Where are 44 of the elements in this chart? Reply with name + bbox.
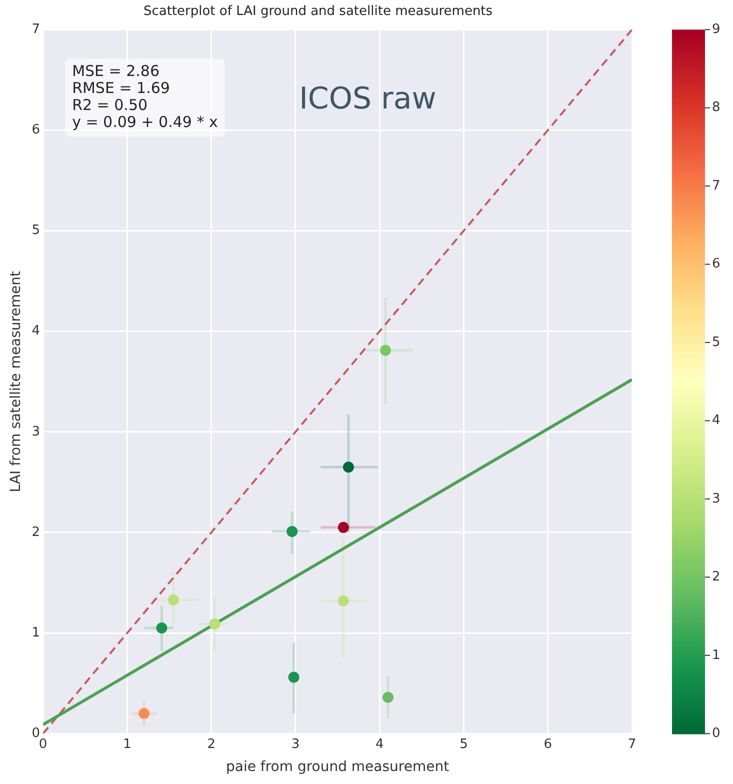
point	[156, 622, 168, 634]
color-bar-label: 5	[712, 334, 720, 350]
annotation: MSE = 2.86	[72, 62, 160, 80]
point	[338, 595, 349, 606]
y-axis-title: LAI from satellite measurement	[8, 270, 24, 492]
color-bar-label: 7	[712, 178, 720, 194]
color-bar-label: 1	[712, 648, 720, 663]
y-tick-label: 5	[32, 223, 40, 238]
point	[138, 708, 150, 719]
point	[380, 344, 391, 356]
annotation: y = 0.09 + 0.49 * x	[72, 112, 218, 131]
x-tick-label: 3	[291, 736, 300, 752]
color-bar-label: 2	[712, 570, 720, 585]
color-bar-label: 9	[712, 22, 720, 37]
y-tick-label: 4	[32, 324, 40, 339]
annotation: RMSE = 1.69	[72, 78, 170, 97]
chart-title: Scatterplot of LAI ground and satellite measurements	[143, 4, 493, 20]
y-tick-label: 6	[32, 122, 40, 138]
x-tick-label: 4	[375, 736, 384, 752]
y-tick-label: 7	[32, 22, 40, 37]
annotation: R2 = 0.50	[72, 96, 148, 114]
point	[168, 594, 179, 606]
y-tick-label: 1	[32, 625, 40, 640]
point	[338, 522, 349, 533]
point	[382, 692, 394, 703]
x-tick-label: 2	[207, 736, 216, 752]
point	[286, 526, 298, 537]
color-bar-label: 3	[712, 491, 720, 506]
x-axis-title: paie from ground measurement	[226, 759, 450, 776]
point	[342, 462, 354, 473]
x-tick-label: 6	[544, 736, 552, 752]
annotation: ICOS raw	[299, 81, 436, 116]
point	[209, 618, 220, 630]
y-tick-label: 2	[32, 524, 40, 540]
y-tick-label: 0	[32, 726, 40, 741]
x-tick-label: 7	[628, 736, 636, 752]
x-tick-label: 5	[460, 736, 468, 752]
color-bar-label: 4	[712, 413, 720, 428]
color-bar-label: 6	[712, 256, 720, 272]
color-bar-label: 0	[712, 726, 720, 741]
y-tick-label: 3	[32, 424, 40, 440]
color-bar-label: 8	[712, 100, 720, 116]
point	[288, 672, 300, 683]
x-tick-label: 1	[123, 736, 132, 752]
